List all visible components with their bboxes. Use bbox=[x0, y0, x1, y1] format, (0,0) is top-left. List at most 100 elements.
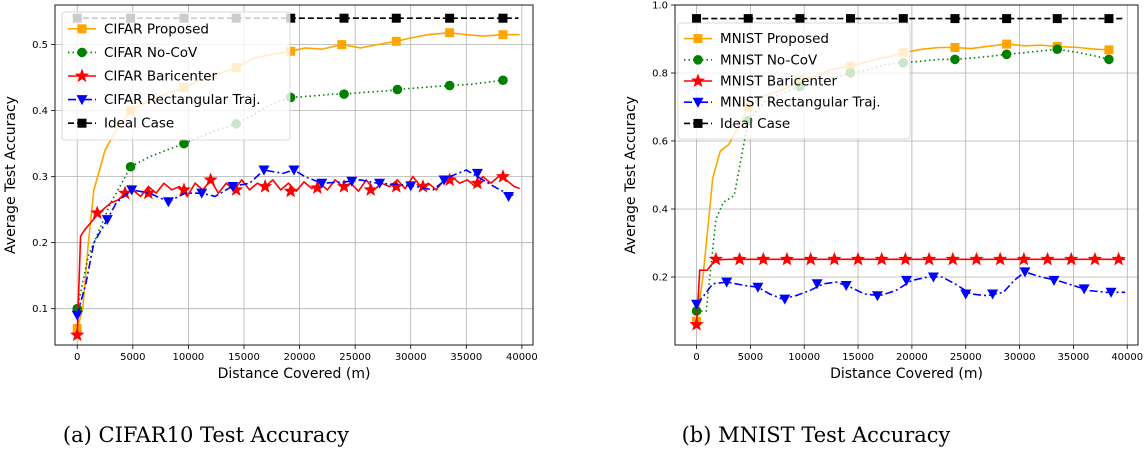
series-line bbox=[695, 258, 1126, 325]
series-mnist-rectangular-traj bbox=[691, 267, 1126, 310]
data-point bbox=[257, 179, 273, 193]
y-axis-label: Average Test Accuracy bbox=[3, 96, 19, 254]
y-tick-label: 1.0 bbox=[652, 1, 668, 12]
data-point bbox=[374, 178, 386, 189]
x-tick-label: 20000 bbox=[896, 352, 928, 363]
axes-frame bbox=[674, 4, 1139, 346]
series-cifar-baricenter bbox=[70, 169, 520, 342]
legend-marker bbox=[77, 24, 87, 34]
legend-item-mnist-baricenter: MNIST Baricenter bbox=[684, 73, 838, 90]
x-tick-label: 5000 bbox=[738, 352, 763, 363]
data-point bbox=[288, 165, 300, 176]
data-point bbox=[389, 179, 404, 193]
x-tick-label: 30000 bbox=[395, 352, 427, 363]
data-point bbox=[179, 138, 189, 149]
y-axis-label: Average Test Accuracy bbox=[623, 96, 639, 254]
data-point bbox=[498, 75, 508, 86]
data-point bbox=[229, 182, 244, 196]
data-point bbox=[969, 251, 984, 266]
data-point bbox=[803, 251, 818, 266]
series-cifar-rectangular-traj bbox=[71, 165, 517, 321]
x-tick-label: 0 bbox=[74, 352, 80, 363]
data-point bbox=[1105, 287, 1117, 298]
y-tick-label: 0.2 bbox=[32, 238, 48, 249]
series-mnist-baricenter bbox=[689, 251, 1126, 331]
data-point bbox=[126, 185, 138, 196]
legend-item-cifar-baricenter: CIFAR Baricenter bbox=[68, 68, 218, 85]
series-ideal-case bbox=[692, 14, 1124, 24]
data-point bbox=[316, 178, 328, 189]
data-point bbox=[471, 168, 483, 179]
x-tick-label: 20000 bbox=[284, 352, 316, 363]
x-tick-label: 35000 bbox=[1057, 352, 1089, 363]
data-point bbox=[405, 181, 417, 192]
data-point bbox=[391, 13, 401, 23]
grid bbox=[55, 5, 533, 345]
data-point bbox=[1002, 14, 1012, 24]
data-point bbox=[827, 251, 842, 266]
x-tick-label: 15000 bbox=[842, 352, 874, 363]
data-point bbox=[162, 197, 174, 208]
data-point bbox=[141, 185, 156, 200]
data-point bbox=[927, 272, 939, 283]
data-point bbox=[811, 279, 823, 290]
legend-marker bbox=[690, 73, 706, 88]
data-point bbox=[752, 282, 764, 293]
data-point bbox=[840, 281, 852, 291]
x-axis-label: Distance Covered (m) bbox=[218, 366, 371, 382]
data-point bbox=[1052, 14, 1062, 24]
data-point bbox=[960, 289, 972, 300]
legend-frame bbox=[677, 22, 911, 140]
data-point bbox=[1052, 44, 1063, 54]
data-point bbox=[445, 28, 455, 38]
legend-label: CIFAR Proposed bbox=[104, 21, 209, 37]
data-point bbox=[1104, 54, 1114, 65]
data-point bbox=[901, 275, 912, 286]
legend-marker bbox=[693, 34, 703, 44]
data-point bbox=[1048, 275, 1060, 286]
data-point bbox=[203, 172, 218, 187]
data-point bbox=[196, 188, 208, 199]
data-point bbox=[756, 251, 771, 266]
y-tick-label: 0.3 bbox=[32, 172, 48, 183]
legend-marker bbox=[692, 97, 704, 108]
data-point bbox=[795, 14, 805, 24]
cifar-chart: 0 5000 10000 15000 20000 25000 30000 35000 40000… bbox=[3, 4, 538, 382]
x-axis-label: Distance Covered (m) bbox=[830, 366, 983, 382]
data-point bbox=[1078, 284, 1090, 295]
data-point bbox=[921, 251, 937, 266]
data-point bbox=[498, 13, 508, 23]
legend-label: CIFAR Baricenter bbox=[104, 69, 218, 85]
legend-label: CIFAR Rectangular Traj. bbox=[104, 92, 261, 108]
data-point bbox=[117, 185, 133, 200]
legend-label: MNIST Proposed bbox=[720, 31, 829, 47]
data-point bbox=[874, 251, 889, 266]
data-point bbox=[1001, 49, 1012, 60]
legend-marker bbox=[77, 118, 87, 128]
x-tick-label: 40000 bbox=[506, 352, 538, 363]
data-point bbox=[871, 291, 883, 302]
data-point bbox=[363, 182, 378, 196]
x-tick-label: 10000 bbox=[172, 352, 204, 363]
data-point bbox=[470, 175, 485, 190]
y-tick-label: 0.4 bbox=[32, 106, 48, 117]
data-point bbox=[283, 183, 298, 198]
x-tick-label: 35000 bbox=[450, 352, 482, 363]
data-point bbox=[391, 36, 401, 46]
y-tick-label: 0.6 bbox=[652, 137, 668, 148]
data-point bbox=[1087, 251, 1103, 266]
data-point bbox=[950, 43, 960, 52]
legend-item-mnist-rectangular-traj: MNIST Rectangular Traj. bbox=[684, 95, 881, 111]
data-point bbox=[498, 30, 508, 40]
data-point bbox=[310, 180, 325, 194]
data-point bbox=[779, 294, 791, 305]
x-tick-label: 5000 bbox=[120, 352, 145, 363]
data-point bbox=[392, 84, 403, 95]
legend-label: Ideal Case bbox=[720, 116, 790, 132]
data-point bbox=[339, 13, 349, 23]
data-point bbox=[503, 191, 515, 202]
data-point bbox=[90, 205, 105, 220]
y-tick-label: 0.2 bbox=[652, 273, 668, 284]
data-point bbox=[898, 14, 908, 24]
legend-label: Ideal Case bbox=[104, 116, 174, 132]
